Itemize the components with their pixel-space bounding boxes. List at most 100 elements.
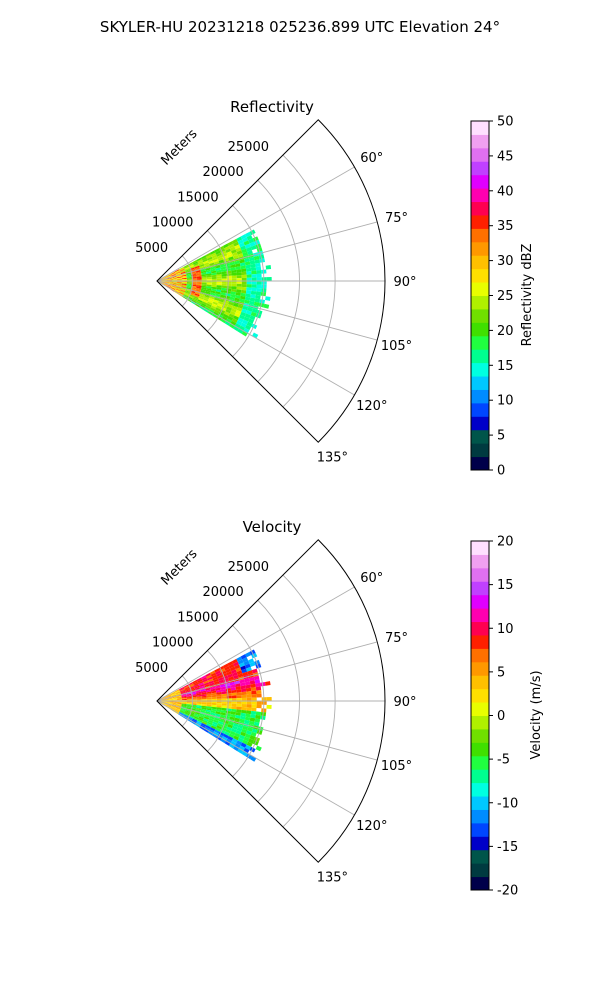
radar-gate	[220, 712, 226, 716]
radar-gate	[232, 254, 239, 259]
radar-gate	[186, 274, 192, 277]
radar-gate	[225, 248, 231, 253]
radar-gate	[231, 738, 238, 744]
radar-gate	[195, 690, 201, 693]
reflectivity-colorbar-tick-label: 50	[497, 115, 514, 130]
radar-gate	[221, 278, 227, 281]
radar-gate	[200, 724, 206, 729]
radar-gate	[210, 710, 216, 714]
radar-gate	[181, 286, 187, 289]
radar-gate	[192, 298, 198, 303]
radar-gate	[195, 709, 201, 712]
radar-gate	[200, 268, 206, 272]
radar-gate	[166, 702, 172, 705]
radar-gate	[250, 311, 257, 317]
radar-gate	[236, 275, 242, 279]
radar-gate	[199, 713, 205, 717]
velocity-colorbar-segment	[471, 809, 489, 824]
radar-gate	[239, 715, 246, 720]
radar-gate	[165, 705, 171, 708]
radar-gate	[198, 717, 204, 722]
radar-gate	[226, 695, 232, 699]
radar-gate	[201, 302, 207, 307]
radar-gate	[240, 268, 247, 273]
radar-gate	[205, 725, 211, 730]
polar-frame	[156, 119, 386, 443]
radar-gate	[239, 718, 245, 723]
radar-gate	[251, 668, 258, 674]
radar-gate	[166, 277, 172, 280]
radar-gate	[176, 695, 182, 698]
radar-gate	[170, 287, 175, 291]
radar-gate	[231, 272, 237, 276]
radar-gate	[230, 684, 236, 689]
azimuth-spoke	[156, 221, 378, 282]
radar-gate	[229, 666, 236, 672]
radar-gate	[230, 249, 237, 254]
radar-gate	[183, 293, 189, 297]
radar-gate	[201, 284, 207, 287]
radar-gate	[231, 689, 237, 694]
radar-gate	[221, 703, 227, 706]
radar-gate	[215, 713, 221, 717]
radar-gate	[245, 713, 251, 718]
radar-gate	[171, 282, 177, 284]
reflectivity-colorbar-segment	[471, 429, 489, 444]
radar-gate	[221, 287, 227, 291]
radar-gate	[166, 282, 172, 284]
radar-gate	[217, 723, 223, 728]
radar-gate	[196, 283, 202, 286]
radar-gate	[193, 682, 199, 687]
radar-gate	[191, 299, 197, 304]
radar-gate	[165, 705, 171, 709]
radar-gate	[217, 733, 224, 739]
radar-gate	[184, 291, 190, 295]
radar-gate	[206, 723, 212, 728]
radar-gate	[193, 684, 200, 688]
radar-gate	[201, 274, 207, 277]
radar-gate	[221, 316, 228, 321]
radar-gate	[209, 716, 215, 720]
radar-gate	[171, 702, 177, 704]
radar-gate	[231, 275, 237, 279]
radar-gate	[194, 293, 200, 297]
radar-gate	[171, 282, 177, 284]
radar-gate	[214, 309, 220, 314]
radar-gate	[180, 691, 186, 695]
radar-gate	[207, 721, 213, 726]
azimuth-spoke	[156, 280, 355, 396]
radar-gate	[244, 296, 251, 301]
radar-gate	[230, 728, 237, 733]
radar-gate	[229, 310, 236, 316]
radar-gate	[215, 307, 221, 312]
radar-gate	[200, 708, 207, 712]
radar-gate	[223, 663, 229, 669]
radar-gate	[206, 702, 212, 705]
radar-gate	[203, 262, 210, 266]
radar-gate	[175, 708, 181, 712]
radar-gate	[235, 247, 242, 252]
radar-gate	[221, 691, 227, 695]
radar-gate	[236, 236, 243, 242]
radar-gate	[161, 698, 167, 701]
radar-gate	[251, 274, 257, 278]
radar-gate	[234, 732, 241, 738]
radar-gate	[166, 695, 172, 698]
radar-gate	[241, 691, 247, 696]
radar-gate	[220, 738, 227, 744]
radar-gate	[201, 694, 207, 697]
radar-gate	[202, 299, 208, 304]
reflectivity-colorbar-tick-label: 0	[497, 464, 505, 479]
radar-gate	[237, 659, 244, 665]
velocity-colorbar-tick-label: -20	[497, 884, 518, 899]
radar-gate	[216, 287, 222, 291]
radar-gate	[203, 308, 209, 313]
radar-gate	[235, 683, 241, 688]
radar-gate	[239, 734, 245, 740]
radar-gate	[201, 695, 207, 698]
radar-gate	[171, 698, 177, 700]
radar-gate	[216, 283, 222, 286]
radar-gate	[230, 740, 237, 746]
radar-gate	[226, 738, 232, 744]
radar-gate	[236, 320, 243, 326]
